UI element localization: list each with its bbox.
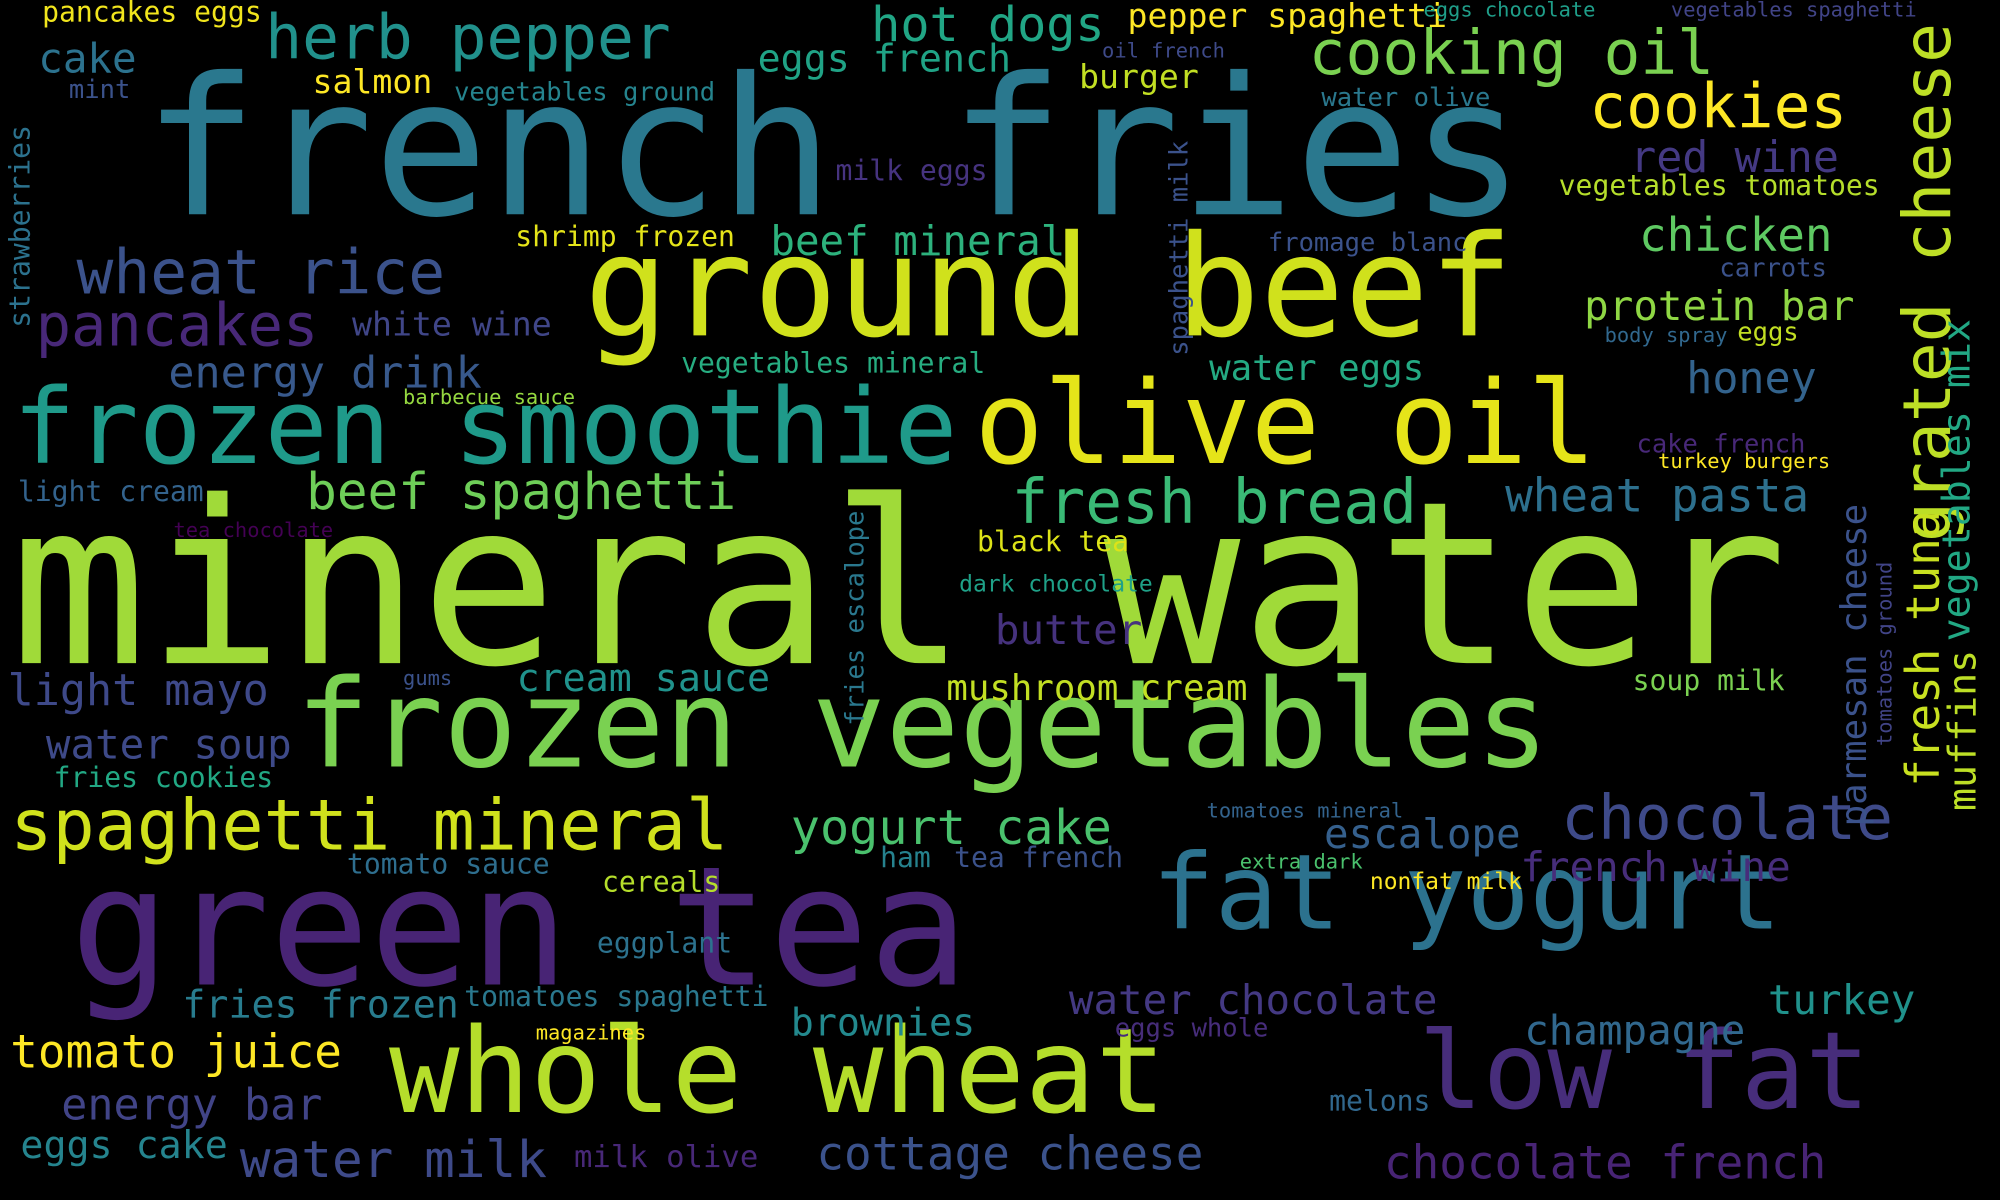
word-43: turkey	[1767, 975, 1916, 1024]
word-65: light cream	[17, 476, 204, 509]
word-99: gums	[403, 665, 453, 690]
word-37: protein bar	[1584, 281, 1855, 331]
word-66: vegetables mineral	[681, 348, 986, 381]
word-63: fries escalope	[839, 510, 870, 726]
word-94: vegetables spaghetti	[1670, 0, 1917, 22]
word-1: french fries	[142, 38, 1526, 261]
word-49: beef mineral	[770, 216, 1066, 266]
word-2: ground beef	[584, 205, 1514, 369]
word-60: water eggs	[1209, 346, 1425, 389]
word-55: pepper spaghetti	[1127, 0, 1447, 36]
word-91: water olive	[1321, 81, 1491, 113]
word-25: tomato juice	[10, 1026, 342, 1079]
word-98: tea chocolate	[173, 517, 334, 542]
word-57: vegetables tomatoes	[1558, 170, 1880, 203]
word-12: cooking oil	[1308, 17, 1715, 90]
word-67: tomato sauce	[346, 849, 550, 882]
word-83: nonfat milk	[1369, 868, 1522, 896]
word-95: tomatoes mineral	[1206, 798, 1404, 823]
word-3: green tea	[70, 830, 969, 1024]
word-29: vegetables mix	[1934, 318, 1980, 642]
word-89: eggs	[1737, 316, 1799, 347]
word-42: escalope	[1323, 809, 1521, 859]
word-86: magazines	[535, 1020, 647, 1045]
word-5: frozen smoothie	[12, 367, 958, 489]
word-51: cake	[38, 34, 137, 83]
word-35: mushroom cream	[946, 666, 1248, 710]
word-17: chocolate	[1561, 782, 1893, 855]
word-41: french wine	[1520, 842, 1791, 892]
word-0: mineral water	[10, 452, 1788, 717]
word-84: extra dark	[1239, 849, 1363, 874]
word-62: spaghetti milk	[1163, 140, 1194, 356]
word-9: low fat	[1418, 1008, 1870, 1134]
word-74: milk eggs	[835, 155, 988, 188]
word-24: water milk	[239, 1131, 547, 1190]
word-46: energy bar	[61, 1080, 323, 1132]
word-82: eggs whole	[1114, 1012, 1269, 1044]
word-8: fat yogurt	[1151, 832, 1782, 954]
word-28: muffins	[1941, 649, 1986, 812]
word-40: red wine	[1630, 132, 1839, 184]
word-70: tea french	[954, 842, 1124, 875]
word-85: melons	[1329, 1086, 1431, 1119]
word-7: whole wheat	[389, 1003, 1167, 1141]
word-34: cream sauce	[516, 656, 771, 702]
word-30: parmesan cheese	[1832, 503, 1875, 827]
word-48: fries frozen	[182, 983, 459, 1028]
word-32: water soup	[45, 720, 292, 769]
word-92: oil french	[1102, 38, 1225, 63]
word-75: vegetables ground	[454, 76, 716, 108]
word-81: cake french	[1636, 428, 1806, 460]
word-73: mint	[68, 73, 131, 105]
word-53: salmon	[312, 63, 433, 103]
word-6: olive oil	[974, 357, 1597, 491]
word-93: eggs chocolate	[1423, 0, 1596, 22]
word-14: wheat rice	[76, 237, 446, 309]
word-38: honey	[1686, 353, 1817, 405]
word-20: hot dogs	[871, 0, 1105, 53]
word-19: beef spaghetti	[306, 462, 737, 522]
word-31: water chocolate	[1068, 975, 1438, 1024]
word-68: cereals	[602, 867, 721, 900]
word-22: chocolate french	[1383, 1137, 1827, 1190]
word-11: herb pepper	[265, 2, 671, 74]
word-76: fromage blanc	[1267, 226, 1468, 258]
word-16: cookies	[1589, 71, 1848, 143]
word-15: pancakes	[35, 290, 319, 360]
word-18: fresh bread	[1011, 466, 1417, 539]
word-58: white wine	[352, 306, 552, 345]
word-79: fries cookies	[53, 762, 274, 795]
word-61: strawberries	[5, 125, 37, 328]
word-47: eggs cake	[20, 1123, 228, 1169]
word-56: pancakes eggs	[42, 0, 262, 30]
word-23: cottage cheese	[816, 1128, 1204, 1181]
word-88: body spray	[1604, 322, 1728, 347]
word-54: burger	[1079, 58, 1199, 97]
word-59: shrimp frozen	[515, 221, 735, 254]
word-71: eggplant	[596, 928, 733, 961]
word-78: soup milk	[1632, 665, 1785, 698]
word-52: eggs french	[757, 36, 1012, 82]
word-33: light mayo	[7, 665, 269, 717]
word-50: butter	[994, 605, 1143, 655]
word-21: yogurt cake	[790, 799, 1112, 856]
word-64: black tea	[977, 526, 1130, 559]
word-26: energy drink	[168, 348, 482, 400]
word-97: barbecue sauce	[403, 385, 576, 410]
word-10: spaghetti mineral	[10, 784, 729, 866]
word-36: chicken	[1639, 210, 1833, 263]
word-39: wheat pasta	[1505, 470, 1810, 523]
word-77: carrots	[1719, 252, 1827, 284]
word-96: tomatoes ground	[1872, 561, 1897, 746]
word-44: champagne	[1524, 1006, 1746, 1055]
word-90: turkey burgers	[1658, 448, 1831, 474]
word-87: milk olive	[573, 1138, 759, 1175]
word-4: frozen vegetables	[295, 652, 1550, 796]
word-80: dark chocolate	[959, 571, 1153, 599]
word-69: ham	[880, 842, 931, 875]
word-72: tomatoes spaghetti	[464, 981, 769, 1014]
word-45: brownies	[790, 1001, 976, 1046]
